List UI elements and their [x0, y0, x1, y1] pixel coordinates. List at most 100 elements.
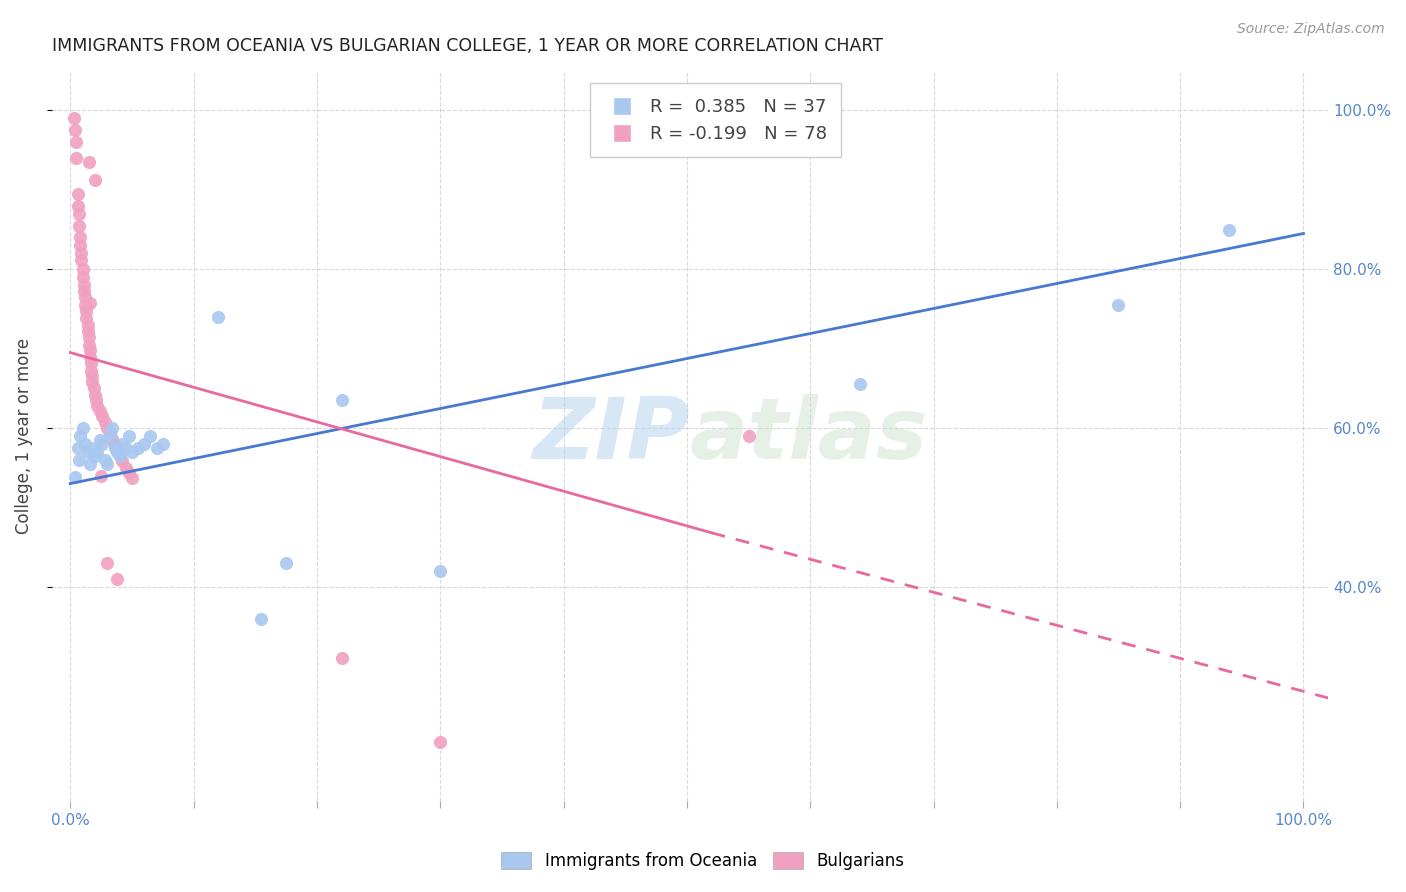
Point [848, 377, 870, 392]
Point [69, 238, 91, 252]
Point [66, 441, 89, 455]
Point [79, 295, 101, 310]
Point [429, 734, 451, 748]
Point [101, 432, 124, 446]
Point [84, 393, 107, 408]
Point [66, 199, 89, 213]
Point [94, 415, 117, 429]
Point [250, 611, 273, 625]
Point [207, 310, 229, 324]
Point [98, 429, 121, 443]
Point [94, 452, 117, 467]
Point [82, 441, 104, 455]
Point [72, 270, 94, 285]
Point [66, 186, 89, 201]
Point [429, 564, 451, 578]
Point [105, 572, 128, 586]
Point [139, 429, 162, 443]
Point [152, 437, 174, 451]
Point [67, 452, 90, 467]
Text: Source: ZipAtlas.com: Source: ZipAtlas.com [1237, 22, 1385, 37]
Point [104, 438, 127, 452]
Text: IMMIGRANTS FROM OCEANIA VS BULGARIAN COLLEGE, 1 YEAR OR MORE CORRELATION CHART: IMMIGRANTS FROM OCEANIA VS BULGARIAN COL… [52, 37, 883, 55]
Point [67, 207, 90, 221]
Point [84, 449, 107, 463]
Point [274, 556, 297, 570]
Point [63, 123, 86, 137]
Legend: R =  0.385   N = 37, R = -0.199   N = 78: R = 0.385 N = 37, R = -0.199 N = 78 [591, 84, 841, 157]
Point [65, 135, 87, 149]
Point [89, 433, 111, 447]
Point [73, 290, 96, 304]
Point [330, 651, 353, 665]
Point [79, 457, 101, 471]
Point [70, 252, 93, 267]
Point [65, 151, 87, 165]
Point [86, 399, 108, 413]
Point [72, 421, 94, 435]
Point [114, 441, 136, 455]
Text: ZIP: ZIP [533, 394, 690, 477]
Point [79, 343, 101, 358]
Point [80, 364, 103, 378]
Point [121, 445, 143, 459]
Point [82, 375, 104, 389]
Point [145, 441, 167, 455]
Point [737, 429, 759, 443]
Point [90, 468, 112, 483]
Point [98, 426, 121, 441]
Point [105, 445, 128, 459]
Point [69, 230, 91, 244]
Point [101, 421, 124, 435]
Point [79, 350, 101, 364]
Point [80, 356, 103, 370]
Point [91, 409, 114, 423]
Point [114, 460, 136, 475]
Point [72, 262, 94, 277]
Point [84, 387, 107, 401]
Point [108, 449, 131, 463]
Point [69, 429, 91, 443]
Point [89, 403, 111, 417]
Point [1108, 298, 1130, 312]
Point [104, 441, 127, 455]
Point [73, 278, 96, 293]
Point [73, 298, 96, 312]
Point [73, 437, 96, 451]
Point [77, 155, 100, 169]
Point [86, 445, 108, 459]
Point [127, 441, 149, 455]
Point [121, 471, 143, 485]
Y-axis label: College, 1 year or more: College, 1 year or more [15, 338, 32, 534]
Point [82, 369, 104, 384]
Point [75, 303, 97, 318]
Point [76, 318, 98, 332]
Point [63, 470, 86, 484]
Point [111, 437, 134, 451]
Point [77, 337, 100, 351]
Point [96, 556, 118, 570]
Point [75, 311, 97, 326]
Text: atlas: atlas [690, 394, 928, 477]
Point [105, 443, 128, 458]
Point [96, 421, 118, 435]
Point [73, 285, 96, 299]
Point [1218, 222, 1240, 236]
Legend: Immigrants from Oceania, Bulgarians: Immigrants from Oceania, Bulgarians [495, 845, 911, 877]
Point [63, 112, 86, 126]
Point [108, 449, 131, 463]
Point [96, 457, 118, 471]
Point [118, 429, 141, 443]
Point [77, 329, 100, 343]
Point [134, 437, 156, 451]
Point [70, 246, 93, 260]
Point [84, 173, 107, 187]
Point [118, 467, 141, 481]
Point [111, 454, 134, 468]
Point [83, 381, 105, 395]
Point [76, 324, 98, 338]
Point [67, 219, 90, 233]
Point [76, 445, 98, 459]
Point [91, 437, 114, 451]
Point [330, 393, 353, 408]
